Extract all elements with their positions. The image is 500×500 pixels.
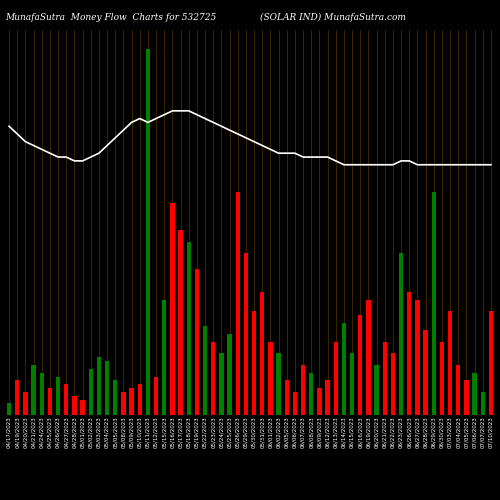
Bar: [448, 311, 452, 415]
Bar: [72, 396, 76, 415]
Bar: [399, 254, 404, 415]
Bar: [480, 392, 485, 415]
Bar: [472, 372, 477, 415]
Bar: [80, 400, 85, 415]
Bar: [382, 342, 387, 415]
Bar: [456, 365, 460, 415]
Bar: [203, 326, 207, 415]
Bar: [219, 354, 224, 415]
Bar: [130, 388, 134, 415]
Bar: [64, 384, 68, 415]
Bar: [488, 311, 493, 415]
Bar: [146, 49, 150, 415]
Bar: [440, 342, 444, 415]
Bar: [358, 315, 362, 415]
Text: MunafaSutra  Money Flow  Charts for 532725: MunafaSutra Money Flow Charts for 532725: [5, 12, 216, 22]
Bar: [317, 388, 322, 415]
Bar: [350, 354, 354, 415]
Bar: [40, 372, 44, 415]
Bar: [366, 300, 370, 415]
Bar: [113, 380, 117, 415]
Bar: [186, 242, 191, 415]
Bar: [178, 230, 183, 415]
Bar: [138, 384, 142, 415]
Bar: [88, 369, 93, 415]
Bar: [211, 342, 216, 415]
Bar: [96, 357, 101, 415]
Bar: [260, 292, 264, 415]
Bar: [309, 372, 314, 415]
Bar: [252, 311, 256, 415]
Bar: [432, 192, 436, 415]
Bar: [162, 300, 166, 415]
Bar: [326, 380, 330, 415]
Bar: [121, 392, 126, 415]
Bar: [48, 388, 52, 415]
Bar: [15, 380, 20, 415]
Bar: [170, 203, 174, 415]
Bar: [154, 376, 158, 415]
Bar: [105, 361, 110, 415]
Bar: [7, 404, 12, 415]
Bar: [374, 365, 379, 415]
Bar: [292, 392, 297, 415]
Bar: [32, 365, 36, 415]
Bar: [464, 380, 468, 415]
Bar: [390, 354, 395, 415]
Bar: [228, 334, 232, 415]
Bar: [424, 330, 428, 415]
Bar: [23, 392, 28, 415]
Bar: [342, 322, 346, 415]
Bar: [194, 268, 199, 415]
Bar: [56, 376, 60, 415]
Bar: [268, 342, 272, 415]
Bar: [301, 365, 306, 415]
Bar: [334, 342, 338, 415]
Bar: [244, 254, 248, 415]
Bar: [415, 300, 420, 415]
Bar: [276, 354, 281, 415]
Bar: [284, 380, 289, 415]
Bar: [236, 192, 240, 415]
Text: (SOLAR IND) MunafaSutra.com: (SOLAR IND) MunafaSutra.com: [260, 12, 406, 22]
Bar: [407, 292, 412, 415]
